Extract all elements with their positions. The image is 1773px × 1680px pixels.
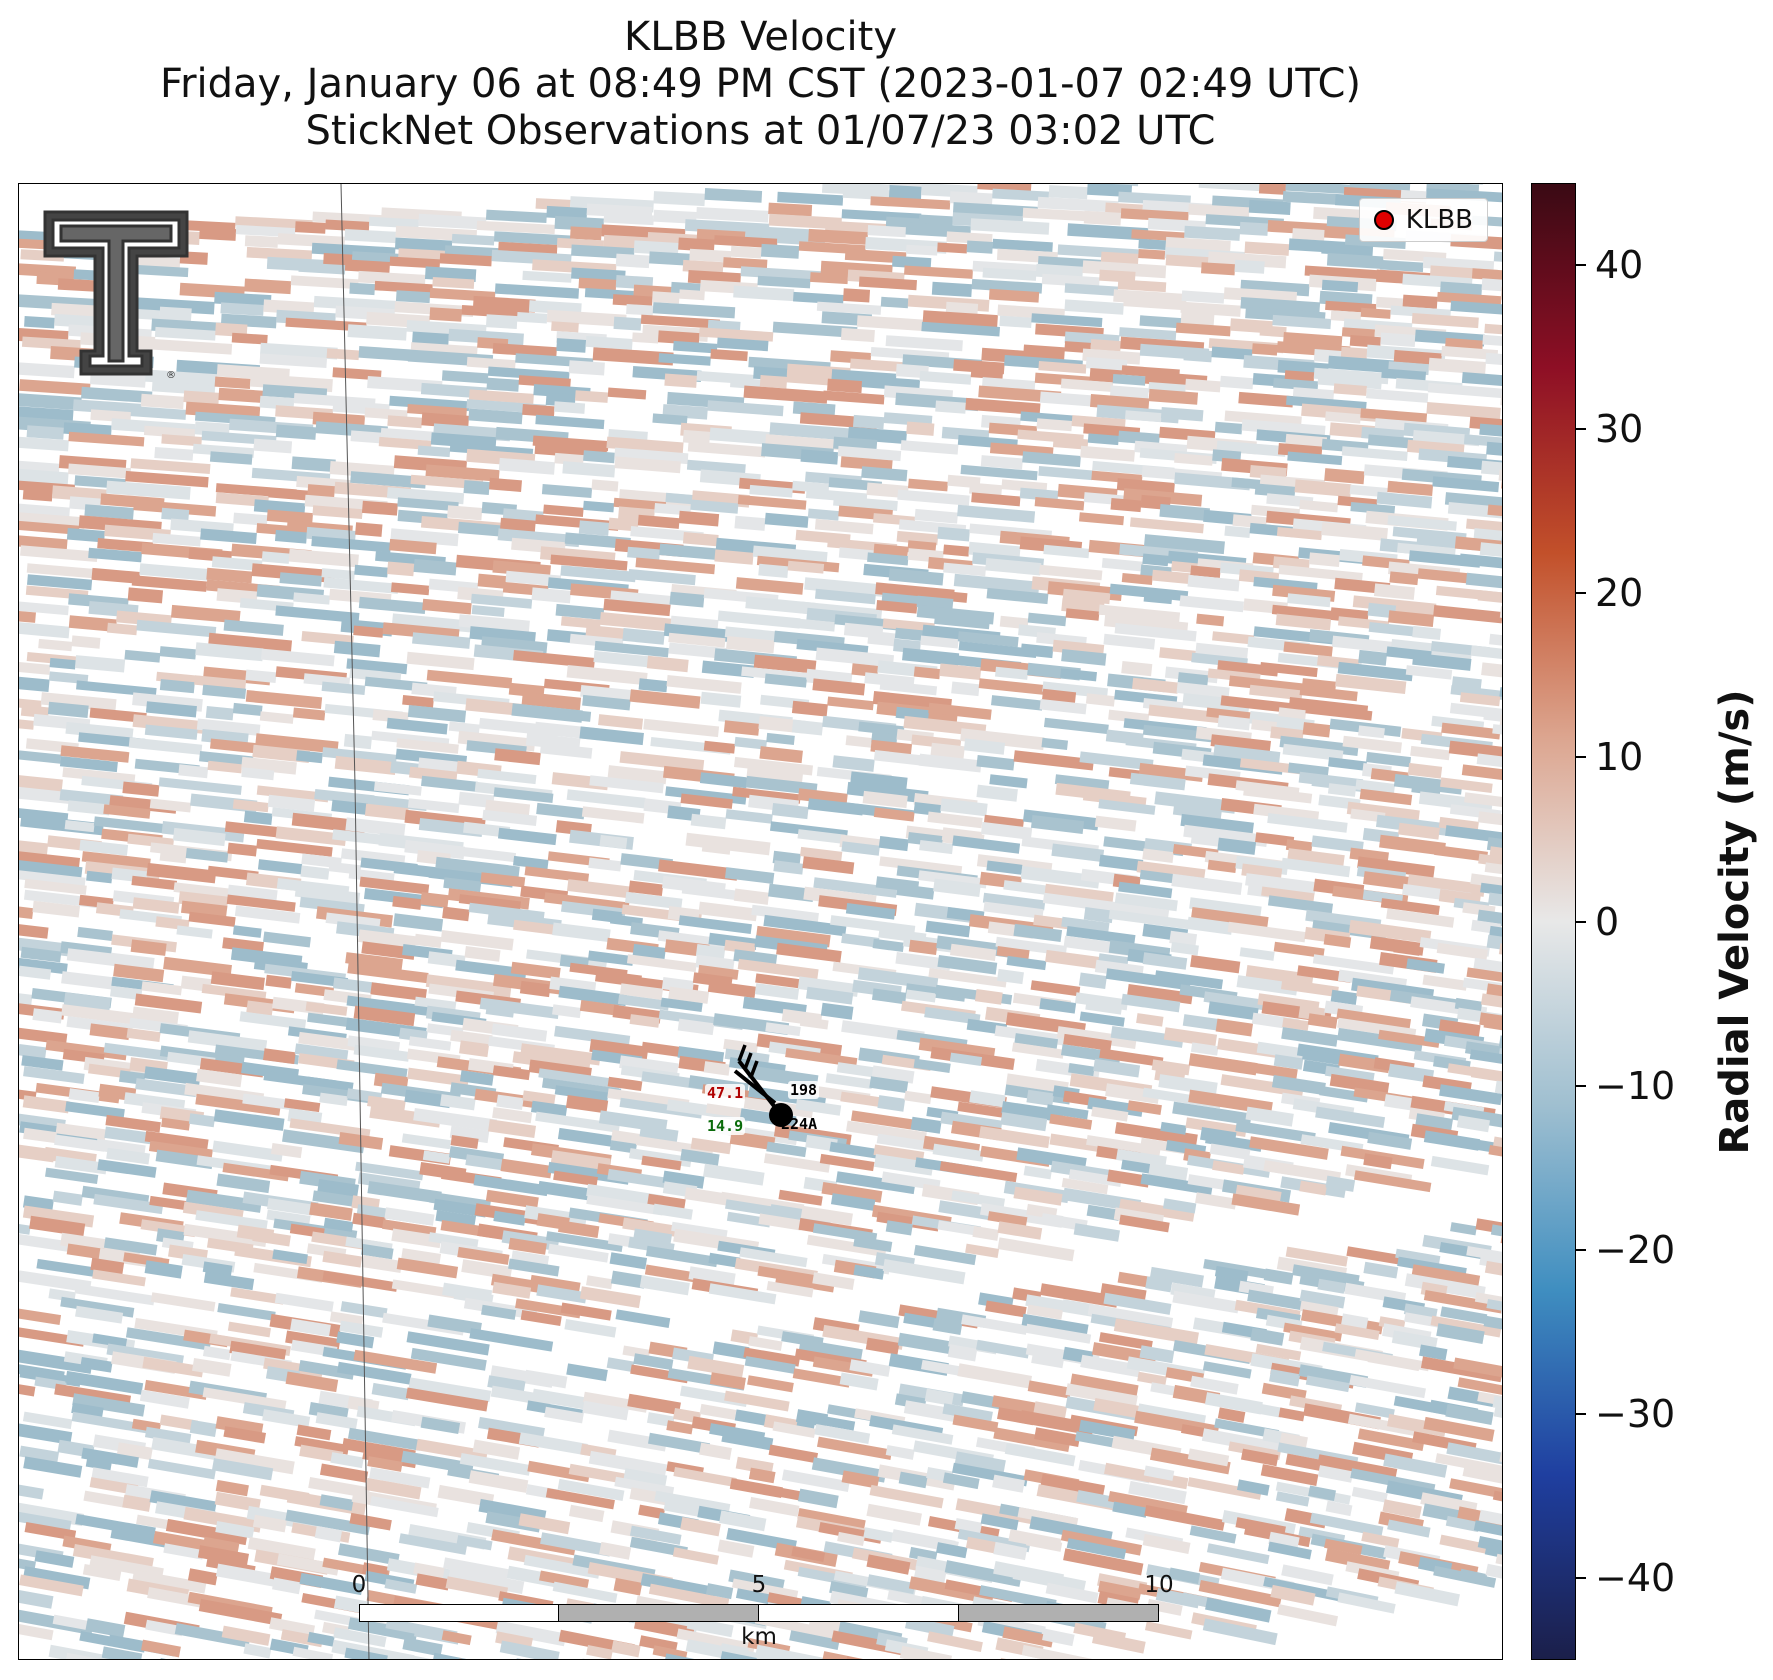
scale-seg-4: [958, 1604, 1159, 1622]
colorbar-tick-label: −40: [1595, 1555, 1676, 1600]
colorbar-tick-mark: [1576, 1084, 1586, 1087]
title-line-1: KLBB Velocity: [623, 14, 898, 60]
colorbar-tick-mark: [1576, 920, 1586, 923]
scale-seg-2: [558, 1604, 759, 1622]
colorbar-tick-mark: [1576, 1576, 1586, 1579]
legend-label: KLBB: [1405, 205, 1473, 235]
colorbar-tick-label: 10: [1595, 735, 1644, 780]
scale-tick-10: 10: [1144, 1572, 1174, 1598]
colorbar-tick-label: −10: [1595, 1063, 1676, 1108]
colorbar: [1531, 183, 1576, 1660]
title-line-3: StickNet Observations at 01/07/23 03:02 …: [305, 108, 1216, 154]
velocity-field: [19, 184, 1502, 1659]
colorbar-tick-label: 40: [1595, 243, 1644, 288]
figure-title: KLBB Velocity Friday, January 06 at 08:4…: [18, 14, 1503, 155]
scale-tick-5: 5: [751, 1572, 767, 1598]
colorbar-tick-mark: [1576, 428, 1586, 431]
colorbar-title: Radial Velocity (m/s): [1712, 689, 1758, 1155]
county-boundary-line: [340, 184, 370, 1659]
colorbar-tick-label: 0: [1595, 899, 1620, 944]
scale-tick-0: 0: [351, 1572, 367, 1598]
colorbar-tick-mark: [1576, 1412, 1586, 1415]
station-id: 224A: [781, 1115, 818, 1133]
scale-unit: km: [741, 1624, 777, 1650]
texas-tech-double-t-logo: ®: [43, 210, 189, 381]
station-marker-icon: [769, 1103, 793, 1127]
station-pressure: 198: [788, 1081, 820, 1099]
registered-mark: ®: [166, 370, 176, 381]
colorbar-tick-label: −20: [1595, 1227, 1676, 1272]
scale-bar: 0 5 10 km: [352, 1572, 1174, 1650]
colorbar-tick-mark: [1576, 592, 1586, 595]
wind-barb-icon: [733, 1044, 793, 1127]
map-legend: KLBB: [1358, 198, 1488, 242]
colorbar-tick-label: −30: [1595, 1391, 1676, 1436]
title-line-2: Friday, January 06 at 08:49 PM CST (2023…: [159, 61, 1361, 107]
station-temperature: 47.1: [705, 1084, 746, 1102]
radar-map[interactable]: ® KLBB 47.1 198 14.9 224A 0 5 10 km: [18, 183, 1503, 1660]
klbb-marker-icon: [1373, 210, 1394, 230]
colorbar-tick-label: 30: [1595, 407, 1644, 452]
colorbar-tick-mark: [1576, 264, 1586, 267]
sticknet-station-plot[interactable]: 47.1 198 14.9 224A: [705, 1041, 825, 1141]
scale-seg-3: [758, 1604, 959, 1622]
colorbar-tick-mark: [1576, 756, 1586, 759]
colorbar-tick-label: 20: [1595, 571, 1644, 616]
scale-seg-1: [359, 1604, 559, 1622]
station-dewpoint: 14.9: [705, 1117, 746, 1135]
colorbar-tick-mark: [1576, 1248, 1586, 1251]
